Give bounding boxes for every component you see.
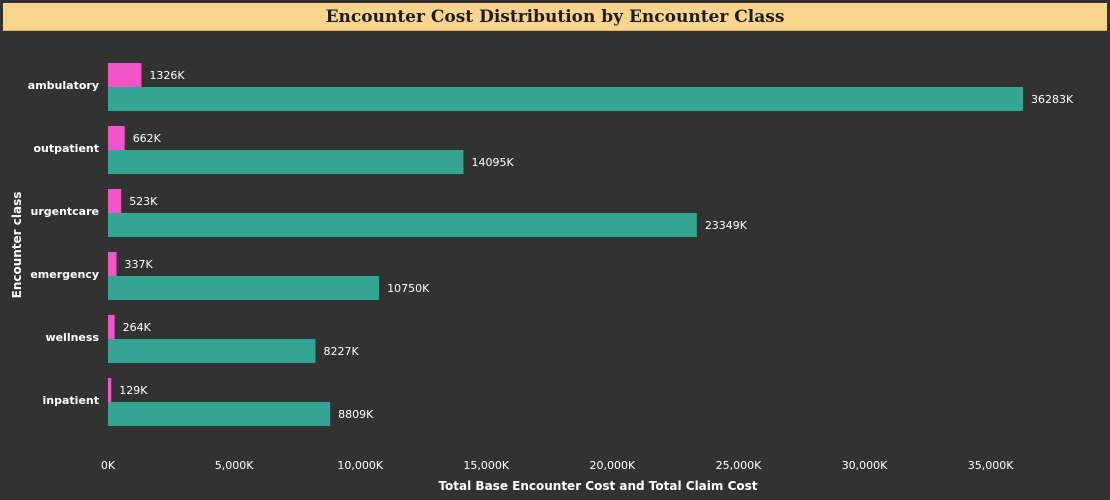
- bar-claim-ambulatory: [108, 63, 142, 87]
- y-axis-title: Encounter class: [10, 192, 24, 299]
- category-label-outpatient: outpatient: [33, 142, 99, 155]
- x-axis-ticks: 0K 5,000K 10,000K 15,000K 20,000K 25,000K 30,0…: [101, 459, 1014, 472]
- x-tick-label: 0K: [101, 459, 116, 472]
- category-labels: ambulatory outpatient urgentcare emergency w…: [28, 79, 100, 407]
- bars-layer: 1326K 36283K 662K 14095K 523K 23349K 337K 10750…: [108, 63, 1074, 426]
- bar-base-ambulatory: [108, 87, 1023, 111]
- data-label-base-inpatient: 8809K: [338, 408, 374, 421]
- x-tick-label: 5,000K: [215, 459, 254, 472]
- bar-base-emergency: [108, 276, 380, 300]
- x-tick-label: 30,000K: [842, 459, 888, 472]
- bar-base-wellness: [108, 339, 316, 363]
- data-label-base-emergency: 10750K: [387, 282, 430, 295]
- x-tick-label: 15,000K: [463, 459, 509, 472]
- data-label-claim-inpatient: 129K: [119, 384, 148, 397]
- category-label-ambulatory: ambulatory: [28, 79, 99, 92]
- bar-claim-wellness: [108, 315, 115, 339]
- chart-title: Encounter Cost Distribution by Encounter…: [325, 6, 785, 27]
- x-tick-label: 35,000K: [968, 459, 1014, 472]
- bar-claim-outpatient: [108, 126, 125, 150]
- data-label-claim-emergency: 337K: [124, 258, 153, 271]
- x-tick-label: 10,000K: [337, 459, 383, 472]
- data-label-base-urgentcare: 23349K: [705, 219, 748, 232]
- bar-claim-urgentcare: [108, 189, 122, 213]
- chart-title-bar: Encounter Cost Distribution by Encounter…: [3, 3, 1107, 31]
- bar-claim-inpatient: [108, 378, 112, 402]
- category-label-inpatient: inpatient: [43, 394, 99, 407]
- bar-base-outpatient: [108, 150, 464, 174]
- category-label-wellness: wellness: [45, 331, 99, 344]
- bar-claim-emergency: [108, 252, 117, 276]
- data-label-claim-ambulatory: 1326K: [149, 69, 185, 82]
- data-label-claim-wellness: 264K: [123, 321, 152, 334]
- data-label-base-outpatient: 14095K: [471, 156, 514, 169]
- category-label-emergency: emergency: [30, 268, 99, 281]
- data-label-claim-urgentcare: 523K: [129, 195, 158, 208]
- x-tick-label: 20,000K: [590, 459, 636, 472]
- bar-base-urgentcare: [108, 213, 697, 237]
- x-axis-title: Total Base Encounter Cost and Total Clai…: [438, 479, 757, 493]
- data-label-claim-outpatient: 662K: [133, 132, 162, 145]
- data-label-base-ambulatory: 36283K: [1031, 93, 1074, 106]
- data-label-base-wellness: 8227K: [323, 345, 359, 358]
- bar-base-inpatient: [108, 402, 331, 426]
- x-tick-label: 25,000K: [716, 459, 762, 472]
- category-label-urgentcare: urgentcare: [30, 205, 99, 218]
